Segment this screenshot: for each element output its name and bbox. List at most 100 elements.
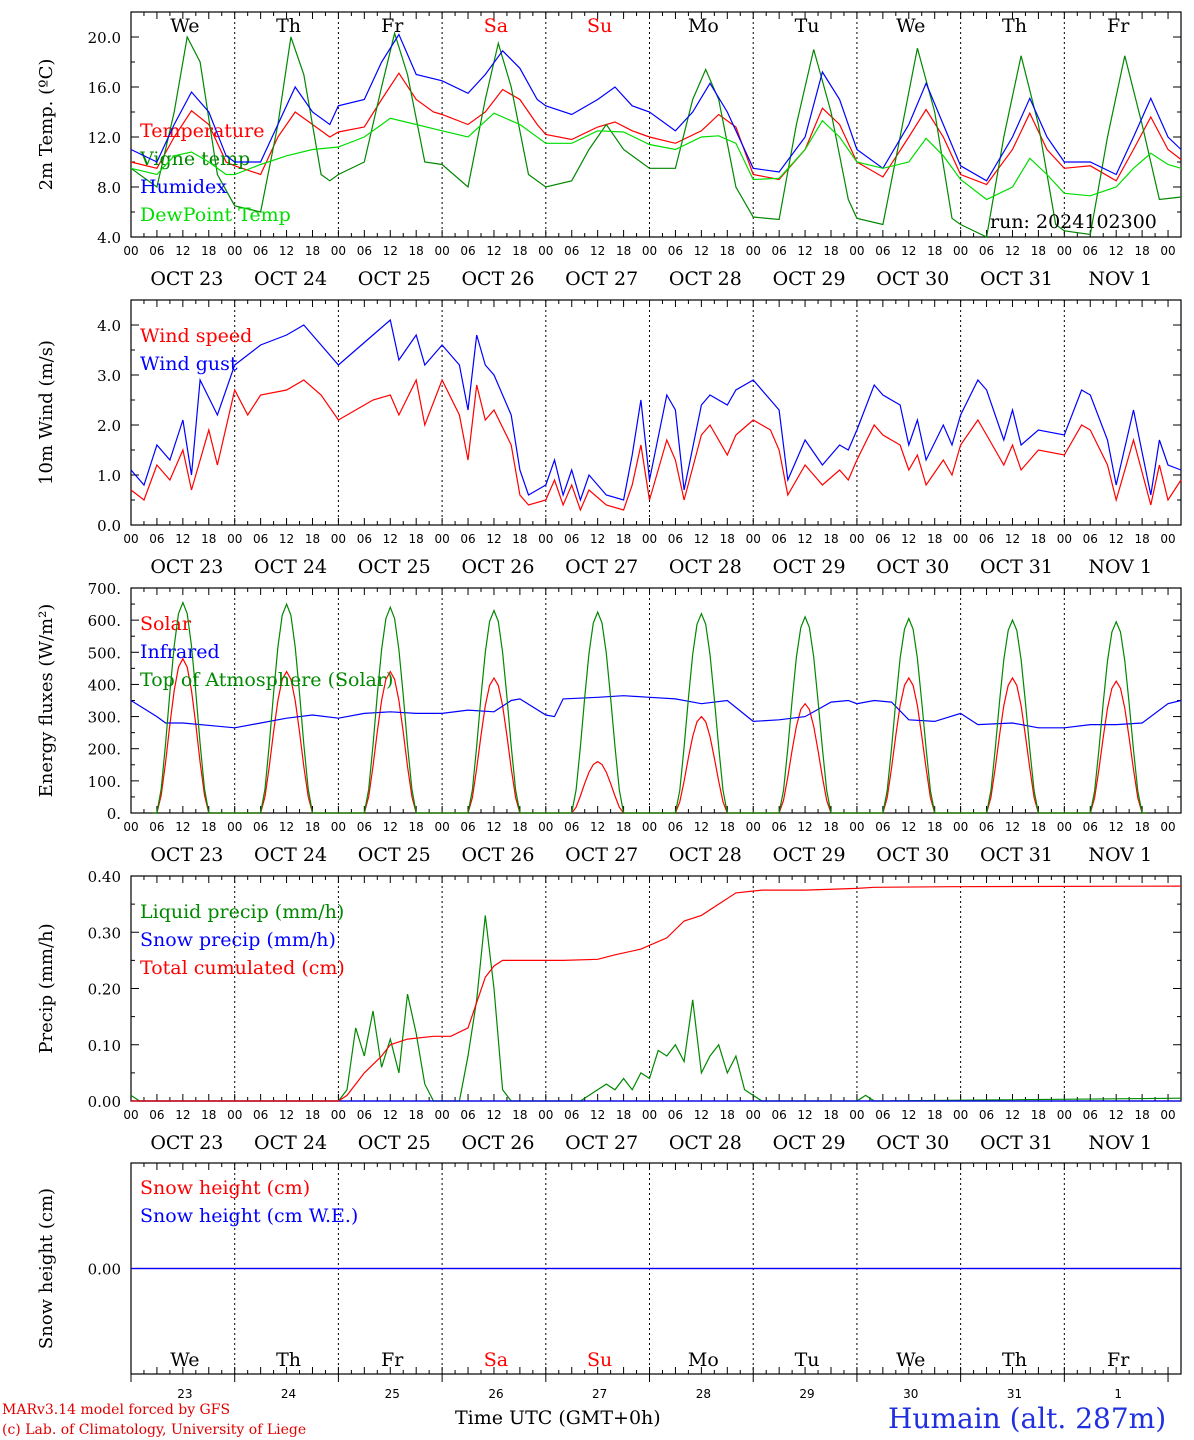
date-label: OCT 31 <box>980 1132 1053 1154</box>
date-label: OCT 26 <box>461 268 534 290</box>
weekday-label: Mo <box>688 1349 719 1371</box>
hour-tick-label: 06 <box>564 1108 579 1122</box>
day-number-label: 23 <box>177 1387 192 1401</box>
hour-tick-label: 12 <box>901 1108 916 1122</box>
legend-entry: Humidex <box>140 176 227 198</box>
hour-tick-label: 18 <box>201 532 216 546</box>
hour-tick-label: 06 <box>772 532 787 546</box>
hour-tick-label: 00 <box>642 244 657 258</box>
hour-tick-label: 00 <box>642 820 657 834</box>
hour-tick-label: 12 <box>901 532 916 546</box>
hour-tick-label: 00 <box>1160 820 1175 834</box>
hour-tick-label: 12 <box>694 1108 709 1122</box>
y-axis-label: Energy fluxes (W/m²) <box>36 604 57 798</box>
hour-tick-label: 18 <box>823 532 838 546</box>
hour-tick-label: 06 <box>875 1108 890 1122</box>
weekday-label: Th <box>1002 15 1027 37</box>
hour-tick-label: 18 <box>512 244 527 258</box>
hour-tick-label: 18 <box>720 244 735 258</box>
date-label: OCT 28 <box>669 556 742 578</box>
y-tick-label: 2.0 <box>97 417 121 435</box>
hour-tick-label: 06 <box>668 1108 683 1122</box>
hour-tick-label: 18 <box>823 1108 838 1122</box>
hour-tick-label: 06 <box>979 1108 994 1122</box>
weekday-label: Tu <box>795 1349 820 1371</box>
date-label: OCT 27 <box>565 1132 638 1154</box>
legend-entry: Vigne temp <box>139 148 250 170</box>
hour-tick-label: 00 <box>123 244 138 258</box>
hour-tick-label: 12 <box>694 532 709 546</box>
hour-tick-label: 12 <box>1005 244 1020 258</box>
hour-tick-label: 12 <box>590 820 605 834</box>
y-tick-label: 600. <box>88 612 121 630</box>
hour-tick-label: 00 <box>642 1108 657 1122</box>
series-line <box>130 318 1182 502</box>
date-label: OCT 24 <box>254 844 327 866</box>
day-number-label: 27 <box>592 1387 607 1401</box>
y-tick-label: 0.00 <box>88 1261 121 1279</box>
hour-tick-label: 18 <box>305 820 320 834</box>
hour-tick-label: 06 <box>149 244 164 258</box>
date-label: OCT 30 <box>876 268 949 290</box>
hour-tick-label: 06 <box>253 820 268 834</box>
hour-tick-label: 18 <box>1134 1108 1149 1122</box>
hour-tick-label: 06 <box>564 244 579 258</box>
place-label: Humain (alt. 287m) <box>888 1402 1166 1435</box>
hour-tick-label: 00 <box>642 532 657 546</box>
hour-tick-label: 06 <box>1083 244 1098 258</box>
hour-tick-label: 18 <box>1134 244 1149 258</box>
panel-1: 00 06 12 18 00 06 12 18 00 06 12 18 00 06 12 18 00 06 12 18… <box>36 11 1182 290</box>
y-tick-label: 1.0 <box>97 467 121 485</box>
hour-tick-label: 06 <box>149 532 164 546</box>
hour-tick-label: 12 <box>797 1108 812 1122</box>
date-label: OCT 27 <box>565 268 638 290</box>
date-label: OCT 29 <box>773 844 846 866</box>
hour-tick-label: 00 <box>331 244 346 258</box>
y-tick-label: 0.10 <box>88 1037 121 1055</box>
legend-entry: Solar <box>140 613 192 635</box>
hour-tick-label: 12 <box>383 532 398 546</box>
weekday-label: We <box>170 1349 199 1371</box>
date-label: OCT 24 <box>254 1132 327 1154</box>
hour-tick-label: 00 <box>849 820 864 834</box>
date-label: OCT 29 <box>773 556 846 578</box>
legend-entry: Liquid precip (mm/h) <box>140 901 344 923</box>
weekday-label: Th <box>1002 1349 1027 1371</box>
y-tick-label: 100. <box>88 773 121 791</box>
y-tick-label: 20.0 <box>88 29 121 47</box>
hour-tick-label: 12 <box>901 244 916 258</box>
hour-tick-label: 12 <box>694 244 709 258</box>
hour-tick-label: 18 <box>927 532 942 546</box>
weekday-label: Sa <box>484 1349 508 1371</box>
hour-tick-label: 18 <box>409 820 424 834</box>
hour-tick-label: 00 <box>331 820 346 834</box>
date-label: OCT 27 <box>565 556 638 578</box>
legend-entry: Wind speed <box>140 325 252 347</box>
hour-tick-label: 18 <box>1031 1108 1046 1122</box>
date-label: NOV 1 <box>1088 1132 1152 1154</box>
weekday-label: Su <box>587 1349 612 1371</box>
hour-tick-label: 00 <box>953 532 968 546</box>
y-tick-label: 4.0 <box>97 229 121 247</box>
series-line <box>130 33 1182 182</box>
hour-tick-label: 06 <box>357 244 372 258</box>
hour-tick-label: 18 <box>1134 820 1149 834</box>
legend-entry: DewPoint Temp <box>140 204 291 226</box>
weekday-label: Tu <box>795 15 820 37</box>
date-label: OCT 30 <box>876 1132 949 1154</box>
hour-tick-label: 00 <box>953 244 968 258</box>
hour-tick-label: 00 <box>538 820 553 834</box>
day-number-label: 30 <box>903 1387 918 1401</box>
hour-tick-label: 12 <box>1109 244 1124 258</box>
weekday-label: Fr <box>1107 15 1130 37</box>
legend-entry: Wind gust <box>140 353 238 375</box>
y-tick-label: 200. <box>88 741 121 759</box>
day-number-label: 28 <box>696 1387 711 1401</box>
date-label: OCT 31 <box>980 268 1053 290</box>
hour-tick-label: 12 <box>175 532 190 546</box>
plot-frame <box>130 11 1182 238</box>
hour-tick-label: 12 <box>1005 820 1020 834</box>
hour-tick-label: 00 <box>123 532 138 546</box>
y-axis-label: Precip (mm/h) <box>36 923 57 1053</box>
date-label: OCT 23 <box>150 1132 223 1154</box>
